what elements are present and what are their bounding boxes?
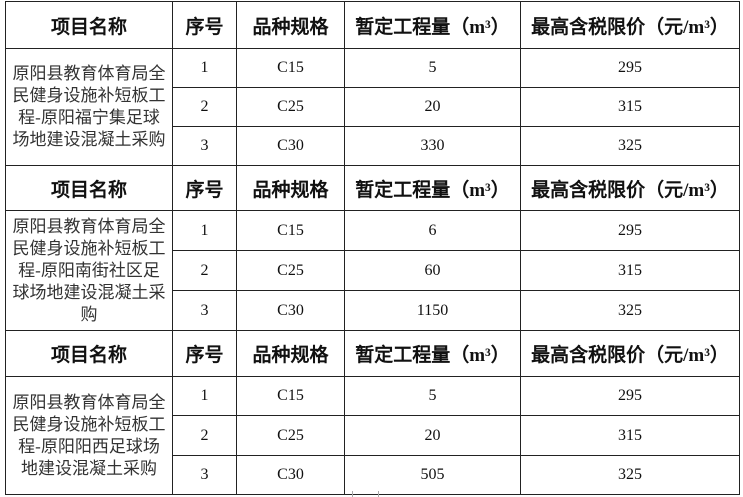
seq-cell: 3	[172, 126, 237, 166]
spec-cell: C30	[236, 126, 345, 166]
project-name: 原阳县教育体育局全民健身设施补短板工程-原阳阳西足球场地建设混凝土采购	[5, 376, 173, 495]
spec-cell: C25	[236, 87, 345, 127]
header-project-name: 项目名称	[5, 1, 173, 49]
header-seq: 序号	[172, 1, 237, 49]
price-cell: 315	[520, 250, 740, 291]
seq-cell: 2	[172, 250, 237, 291]
header-row: 项目名称 序号 品种规格 暂定工程量（m³） 最高含税限价（元/m³）	[5, 330, 740, 377]
seq-cell: 1	[172, 210, 237, 251]
table-row: 3 C30 330 325	[6, 126, 740, 166]
spec-cell: C15	[236, 48, 345, 88]
price-cell: 295	[520, 376, 740, 416]
header-project-name: 项目名称	[5, 330, 173, 377]
seq-cell: 3	[172, 455, 237, 495]
seq-cell: 1	[172, 48, 237, 88]
quantity-cell: 5	[344, 376, 521, 416]
page-marker	[352, 491, 379, 497]
seq-cell: 2	[172, 87, 237, 127]
seq-cell: 3	[172, 290, 237, 331]
table-row: 2 C25 20 315	[6, 415, 740, 456]
spec-cell: C25	[236, 250, 345, 291]
header-row: 项目名称 序号 品种规格 暂定工程量（m³） 最高含税限价（元/m³）	[5, 165, 740, 211]
header-seq: 序号	[172, 165, 237, 211]
table-row: 3 C30 1150 325	[6, 290, 740, 331]
table-row: 2 C25 60 315	[6, 250, 740, 291]
quantity-cell: 5	[344, 48, 521, 88]
project-name: 原阳县教育体育局全民健身设施补短板工程-原阳南街社区足球场地建设混凝土采购	[5, 210, 173, 331]
header-quantity: 暂定工程量（m³）	[344, 330, 521, 377]
header-seq: 序号	[172, 330, 237, 377]
header-spec: 品种规格	[236, 330, 345, 377]
quantity-cell: 330	[344, 126, 521, 166]
quantity-cell: 1150	[344, 290, 521, 331]
quantity-cell: 60	[344, 250, 521, 291]
spec-cell: C30	[236, 455, 345, 495]
quantity-cell: 505	[344, 455, 521, 495]
price-cell: 325	[520, 126, 740, 166]
price-cell: 325	[520, 455, 740, 495]
price-cell: 295	[520, 48, 740, 88]
table-row: 3 C30 505 325	[6, 455, 740, 495]
header-spec: 品种规格	[236, 165, 345, 211]
header-max-price: 最高含税限价（元/m³）	[520, 165, 740, 211]
price-cell: 315	[520, 415, 740, 456]
header-quantity: 暂定工程量（m³）	[344, 165, 521, 211]
spec-cell: C15	[236, 376, 345, 416]
header-max-price: 最高含税限价（元/m³）	[520, 330, 740, 377]
price-cell: 295	[520, 210, 740, 251]
header-quantity: 暂定工程量（m³）	[344, 1, 521, 49]
price-cell: 315	[520, 87, 740, 127]
spec-cell: C15	[236, 210, 345, 251]
header-max-price: 最高含税限价（元/m³）	[520, 1, 740, 49]
price-cell: 325	[520, 290, 740, 331]
quantity-cell: 6	[344, 210, 521, 251]
project-name: 原阳县教育体育局全民健身设施补短板工程-原阳福宁集足球场地建设混凝土采购	[5, 48, 173, 166]
price-table: 项目名称 序号 品种规格 暂定工程量（m³） 最高含税限价（元/m³） 原阳县教育体育局全…	[5, 1, 740, 495]
table-row: 原阳县教育体育局全民健身设施补短板工程-原阳南街社区足球场地建设混凝土采购 1 C1…	[5, 210, 740, 331]
spec-cell: C25	[236, 415, 345, 456]
seq-cell: 1	[172, 376, 237, 416]
quantity-cell: 20	[344, 87, 521, 127]
header-spec: 品种规格	[236, 1, 345, 49]
seq-cell: 2	[172, 415, 237, 456]
table-row: 原阳县教育体育局全民健身设施补短板工程-原阳福宁集足球场地建设混凝土采购 1 C15…	[5, 48, 740, 166]
quantity-cell: 20	[344, 415, 521, 456]
spec-cell: C30	[236, 290, 345, 331]
header-row: 项目名称 序号 品种规格 暂定工程量（m³） 最高含税限价（元/m³）	[5, 1, 740, 49]
header-project-name: 项目名称	[5, 165, 173, 211]
table-row: 原阳县教育体育局全民健身设施补短板工程-原阳阳西足球场地建设混凝土采购 1 C15 5…	[5, 376, 740, 495]
